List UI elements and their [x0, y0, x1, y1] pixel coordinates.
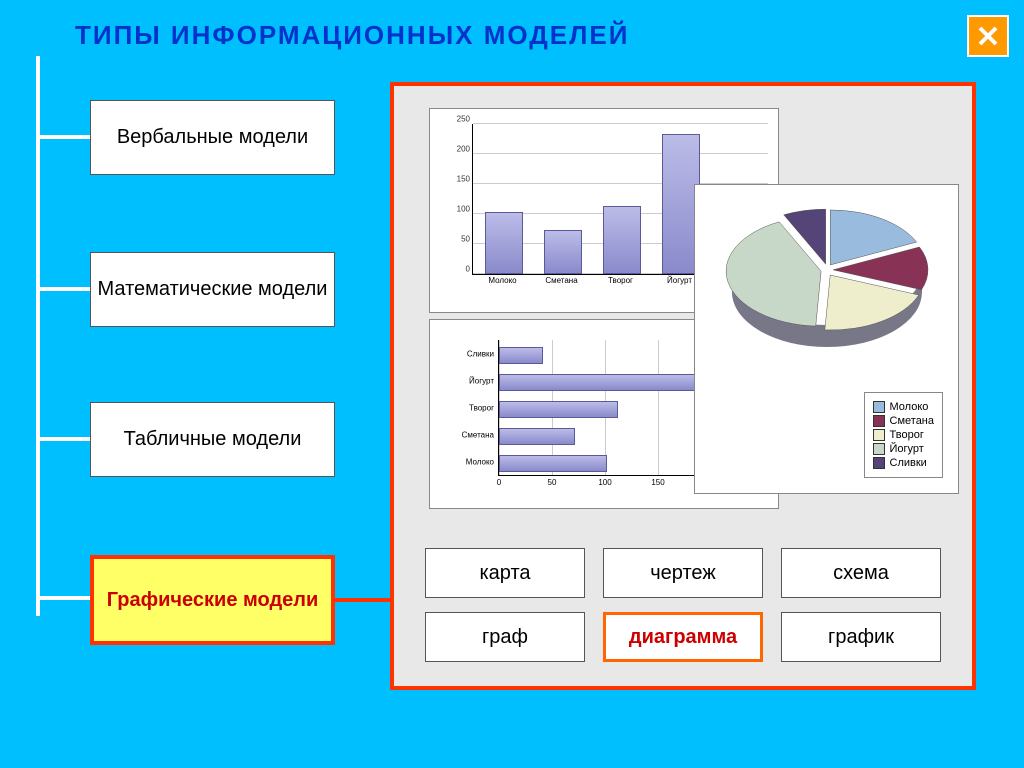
xcat: Молоко — [478, 276, 528, 285]
chart-type-чертеж[interactable]: чертеж — [603, 548, 763, 598]
ytick: 50 — [461, 235, 470, 244]
xcat: Сметана — [537, 276, 587, 285]
tree-trunk — [36, 56, 40, 616]
chart-type-диаграмма[interactable]: диаграмма — [603, 612, 763, 662]
chart-type-граф[interactable]: граф — [425, 612, 585, 662]
main-panel: 0 50 100 150 200 250 Молоко Сметана Творог Йогурт… — [390, 82, 976, 690]
pie-chart: Молоко Сметана Творог Йогурт Сливки — [694, 184, 959, 494]
pie-legend: Молоко Сметана Творог Йогурт Сливки — [864, 392, 943, 478]
close-icon — [976, 24, 1000, 48]
hbar — [499, 401, 618, 418]
tree-branch — [36, 437, 90, 441]
chart-type-buttons: карта чертеж схема граф диаграмма график — [414, 548, 952, 662]
legend-item: Творог — [873, 429, 934, 441]
ytick: 200 — [457, 145, 470, 154]
bar — [544, 230, 582, 274]
chart-type-график[interactable]: график — [781, 612, 941, 662]
bar — [485, 212, 523, 274]
sidebar-item-0[interactable]: Вербальные модели — [90, 100, 335, 175]
ytick: 100 — [457, 205, 470, 214]
hbar — [499, 428, 575, 445]
ycat: Сметана — [446, 430, 494, 439]
connector-h — [335, 598, 391, 602]
bar — [603, 206, 641, 274]
ytick: 250 — [457, 115, 470, 124]
ytick: 150 — [457, 175, 470, 184]
tree-branch — [36, 287, 90, 291]
tree-branch — [36, 596, 90, 600]
chart-type-схема[interactable]: схема — [781, 548, 941, 598]
ycat: Молоко — [446, 457, 494, 466]
xtick: 50 — [548, 478, 557, 487]
tree-branch — [36, 135, 90, 139]
chart-type-карта[interactable]: карта — [425, 548, 585, 598]
legend-item: Молоко — [873, 401, 934, 413]
sidebar-item-2[interactable]: Табличные модели — [90, 402, 335, 477]
legend-item: Йогурт — [873, 443, 934, 455]
ycat: Йогурт — [446, 376, 494, 385]
xtick: 150 — [651, 478, 664, 487]
ycat: Творог — [446, 403, 494, 412]
hbar — [499, 347, 543, 364]
xtick: 0 — [497, 478, 501, 487]
close-button[interactable] — [967, 15, 1009, 57]
xtick: 100 — [598, 478, 611, 487]
sidebar-item-3[interactable]: Графические модели — [90, 555, 335, 645]
page-title: ТИПЫ ИНФОРМАЦИОННЫХ МОДЕЛЕЙ — [75, 20, 629, 51]
ycat: Сливки — [446, 349, 494, 358]
xcat: Творог — [596, 276, 646, 285]
ytick: 0 — [466, 265, 470, 274]
sidebar-item-1[interactable]: Математические модели — [90, 252, 335, 327]
legend-item: Сметана — [873, 415, 934, 427]
legend-item: Сливки — [873, 457, 934, 469]
hbar — [499, 455, 607, 472]
